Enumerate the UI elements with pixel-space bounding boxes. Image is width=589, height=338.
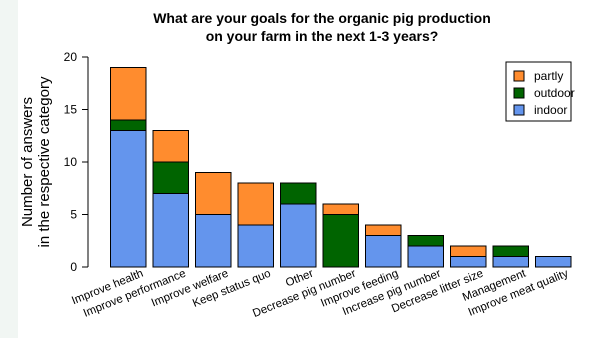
- bar-improve-meat-quality-indoor: [535, 256, 572, 268]
- bar-decrease-litter-size-partly: [450, 245, 487, 257]
- legend-label-outdoor: outdoor: [534, 86, 575, 100]
- bar-keep-status-quo-indoor: [237, 224, 274, 268]
- bar-improve-welfare-partly: [195, 172, 232, 215]
- y-tick-label: 20: [64, 50, 78, 64]
- y-tick-label: 15: [64, 103, 78, 117]
- y-axis: 0 5 10 15 20: [64, 50, 89, 274]
- legend-swatch-indoor: [513, 104, 525, 116]
- y-axis-label-line-1: Number of answers: [19, 97, 36, 227]
- legend-swatch-partly: [513, 70, 525, 82]
- chart-title-line-1: What are your goals for the organic pig …: [153, 10, 491, 26]
- bar-decrease-pig-number-outdoor: [322, 214, 359, 268]
- bar-increase-pig-number-outdoor: [407, 235, 444, 247]
- bar-increase-pig-number-indoor: [407, 245, 444, 268]
- bar-improve-feeding-partly: [365, 224, 402, 236]
- bars: [110, 67, 572, 268]
- bar-improve-feeding-indoor: [365, 235, 402, 268]
- bar-management-outdoor: [492, 245, 529, 257]
- left-margin-strip: [0, 0, 18, 338]
- y-tick-label: 0: [70, 260, 77, 274]
- bar-improve-performance-indoor: [152, 193, 189, 268]
- bar-other-indoor: [280, 203, 317, 268]
- bar-management-indoor: [492, 256, 529, 268]
- bar-other-outdoor: [280, 182, 317, 205]
- bar-decrease-pig-number-partly: [322, 203, 359, 215]
- legend: partly outdoor indoor: [505, 61, 575, 122]
- bar-improve-welfare-indoor: [195, 214, 232, 268]
- legend-label-indoor: indoor: [534, 103, 567, 117]
- bar-improve-health-outdoor: [110, 119, 147, 131]
- bar-improve-performance-outdoor: [152, 161, 189, 194]
- y-axis-label-line-2: in the respective category: [36, 76, 53, 247]
- legend-label-partly: partly: [534, 69, 563, 83]
- bar-improve-health-partly: [110, 67, 147, 121]
- y-tick-label: 10: [64, 155, 78, 169]
- bar-improve-health-indoor: [110, 130, 147, 268]
- legend-swatch-outdoor: [513, 87, 525, 99]
- bar-improve-performance-partly: [152, 130, 189, 163]
- y-tick-label: 5: [70, 208, 77, 222]
- chart-title-line-2: on your farm in the next 1-3 years?: [206, 28, 439, 44]
- bar-keep-status-quo-partly: [237, 182, 274, 226]
- bar-decrease-litter-size-indoor: [450, 256, 487, 268]
